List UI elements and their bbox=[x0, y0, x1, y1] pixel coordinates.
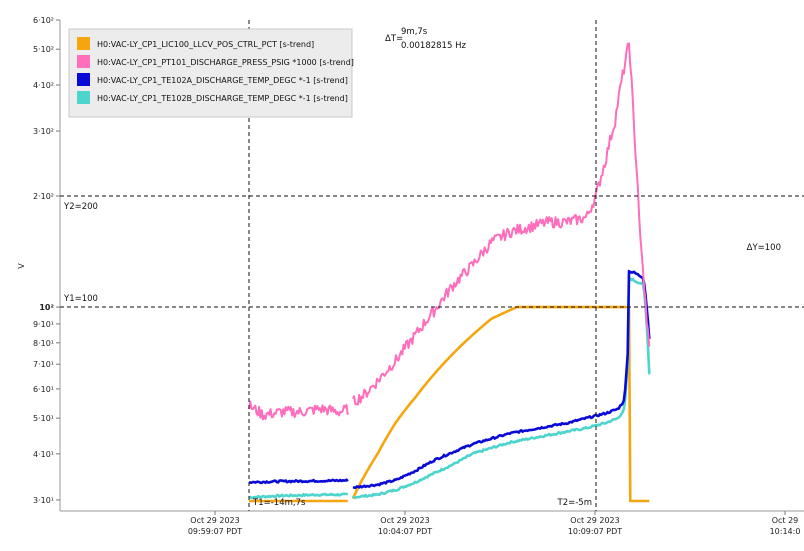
y-tick-label: 5·10¹ bbox=[33, 414, 54, 423]
legend-swatch bbox=[77, 55, 90, 68]
y-axis: 3·10¹ 4·10¹ 5·10¹ 6·10¹ 7·10¹ 8·10¹ 9·10¹ 10² 2·… bbox=[33, 16, 60, 505]
y-tick-label: 8·10¹ bbox=[33, 339, 54, 348]
x-tick-date: Oct 29 bbox=[772, 516, 799, 525]
y-axis-title: V bbox=[17, 263, 26, 269]
legend-swatch bbox=[77, 73, 90, 86]
y2-label: Y2=200 bbox=[63, 202, 98, 212]
legend-swatch bbox=[77, 37, 90, 50]
x-axis: Oct 29 2023 09:59:07 PDT Oct 29 2023 10:04:… bbox=[188, 511, 801, 536]
legend-box bbox=[68, 28, 353, 118]
y-tick-label: 2·10² bbox=[33, 192, 54, 201]
cursor-layer[interactable]: T1=-14m,7s T2=-5m ΔT= 9m,7s 0.00182815 H… bbox=[60, 20, 804, 511]
y-tick-label: 4·10² bbox=[33, 81, 54, 90]
delta-t-frequency: 0.00182815 Hz bbox=[401, 41, 466, 51]
delta-t-label: ΔT= bbox=[385, 34, 403, 44]
y-tick-label: 9·10¹ bbox=[33, 320, 54, 329]
series-line bbox=[352, 269, 651, 490]
legend[interactable]: H0:VAC-LY_CP1_LIC100_LLCV_POS_CTRL_PCT [… bbox=[68, 28, 354, 118]
y-tick-label: 3·10¹ bbox=[33, 496, 54, 505]
legend-entry: H0:VAC-LY_CP1_TE102B_DISCHARGE_TEMP_DEGC… bbox=[97, 94, 348, 103]
x-tick-time: 10:14:0 bbox=[770, 527, 801, 536]
plot-grid bbox=[59, 20, 804, 512]
series-layer bbox=[248, 42, 651, 503]
y-tick-label: 6·10¹ bbox=[33, 385, 54, 394]
y-tick-label: 4·10¹ bbox=[33, 450, 54, 459]
t1-label: T1=-14m,7s bbox=[252, 498, 306, 508]
x-tick-date: Oct 29 2023 bbox=[570, 516, 619, 525]
x-tick-time: 09:59:07 PDT bbox=[188, 527, 242, 536]
x-tick-time: 10:09:07 PDT bbox=[568, 527, 622, 536]
x-tick-date: Oct 29 2023 bbox=[380, 516, 429, 525]
y-tick-label: 6·10² bbox=[33, 16, 54, 25]
x-tick-time: 10:04:07 PDT bbox=[378, 527, 432, 536]
legend-entry: H0:VAC-LY_CP1_LIC100_LLCV_POS_CTRL_PCT [… bbox=[97, 40, 314, 49]
y-tick-label: 5·10² bbox=[33, 45, 54, 54]
series-line bbox=[248, 478, 349, 485]
y-tick-label: 3·10² bbox=[33, 127, 54, 136]
series-line bbox=[248, 492, 348, 500]
y1-label: Y1=100 bbox=[63, 294, 98, 304]
series-line bbox=[351, 305, 650, 503]
y-tick-label: 10² bbox=[39, 303, 54, 312]
x-tick-date: Oct 29 2023 bbox=[190, 516, 239, 525]
legend-entry: H0:VAC-LY_CP1_TE102A_DISCHARGE_TEMP_DEGC… bbox=[97, 76, 348, 85]
legend-entry: H0:VAC-LY_CP1_PT101_DISCHARGE_PRESS_PSIG… bbox=[97, 58, 354, 67]
delta-t-value: 9m,7s bbox=[401, 27, 428, 37]
y-tick-label: 7·10¹ bbox=[33, 360, 54, 369]
delta-y-label: ΔY=100 bbox=[747, 243, 781, 253]
series-line bbox=[352, 275, 651, 500]
series-line bbox=[352, 42, 651, 406]
series-line bbox=[248, 400, 349, 421]
t2-label: T2=-5m bbox=[557, 498, 592, 508]
legend-swatch bbox=[77, 91, 90, 104]
